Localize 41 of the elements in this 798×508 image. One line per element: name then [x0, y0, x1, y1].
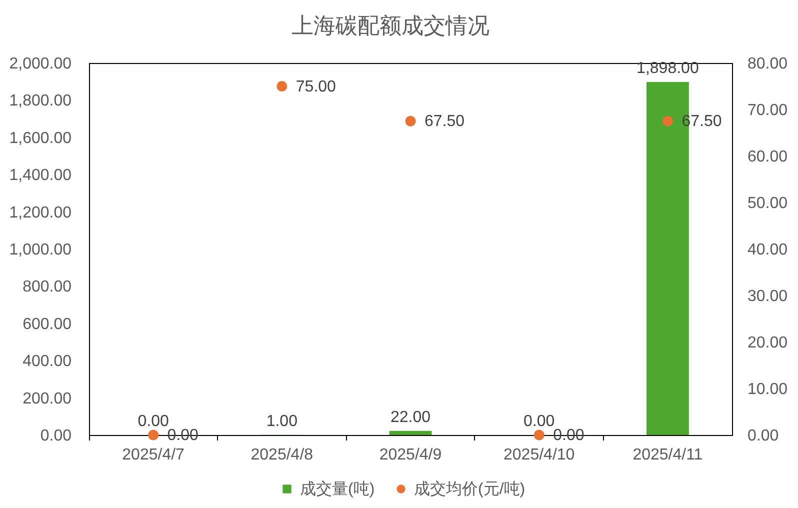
y2-tick-label: 30.00 [748, 288, 788, 305]
y2-tick-label: 40.00 [748, 242, 788, 258]
bar [389, 430, 432, 435]
x-tick-label: 2025/4/7 [122, 446, 185, 464]
point [405, 116, 416, 126]
y-tick-label: 1,000.00 [9, 242, 72, 258]
legend-label: 成交量(吨) [300, 480, 375, 498]
point [662, 116, 673, 126]
y-tick-label: 1,200.00 [9, 204, 72, 222]
data-label: 75.00 [296, 78, 336, 96]
y2-tick-label: 60.00 [748, 148, 788, 166]
data-label: 67.50 [424, 113, 465, 130]
data-label: 22.00 [390, 408, 431, 426]
x-tick-label: 2025/4/11 [632, 446, 703, 464]
chart-title: 上海碳配额成交情况 [292, 13, 490, 38]
legend-label: 成交均价(元/吨) [414, 480, 526, 498]
y-tick-label: 1,800.00 [9, 92, 72, 110]
y2-tick-label: 20.00 [748, 334, 788, 352]
data-label: 0.00 [138, 413, 169, 430]
x-tick-label: 2025/4/10 [504, 446, 575, 464]
y-tick-label: 600.00 [22, 316, 72, 333]
y-tick-label: 200.00 [22, 390, 72, 408]
point [534, 430, 544, 440]
y2-tick-label: 10.00 [748, 381, 788, 398]
y-tick-label: 1,400.00 [9, 167, 72, 184]
x-tick-label: 2025/4/8 [250, 446, 314, 464]
y-tick-label: 800.00 [22, 278, 72, 296]
data-label: 1,898.00 [636, 60, 699, 77]
y-tick-label: 400.00 [22, 353, 72, 370]
y-tick-label: 0.00 [40, 428, 72, 444]
point [148, 430, 159, 440]
y-tick-label: 2,000.00 [9, 56, 72, 72]
data-label: 0.00 [524, 413, 555, 430]
x-tick-label: 2025/4/9 [379, 446, 442, 464]
y-tick-label: 1,600.00 [9, 130, 72, 147]
y2-tick-label: 0.00 [748, 428, 779, 444]
data-label: 1.00 [266, 412, 298, 430]
y2-tick-label: 50.00 [748, 195, 788, 212]
point [276, 81, 288, 92]
y2-tick-label: 80.00 [748, 56, 788, 72]
y2-tick-label: 70.00 [748, 102, 788, 119]
